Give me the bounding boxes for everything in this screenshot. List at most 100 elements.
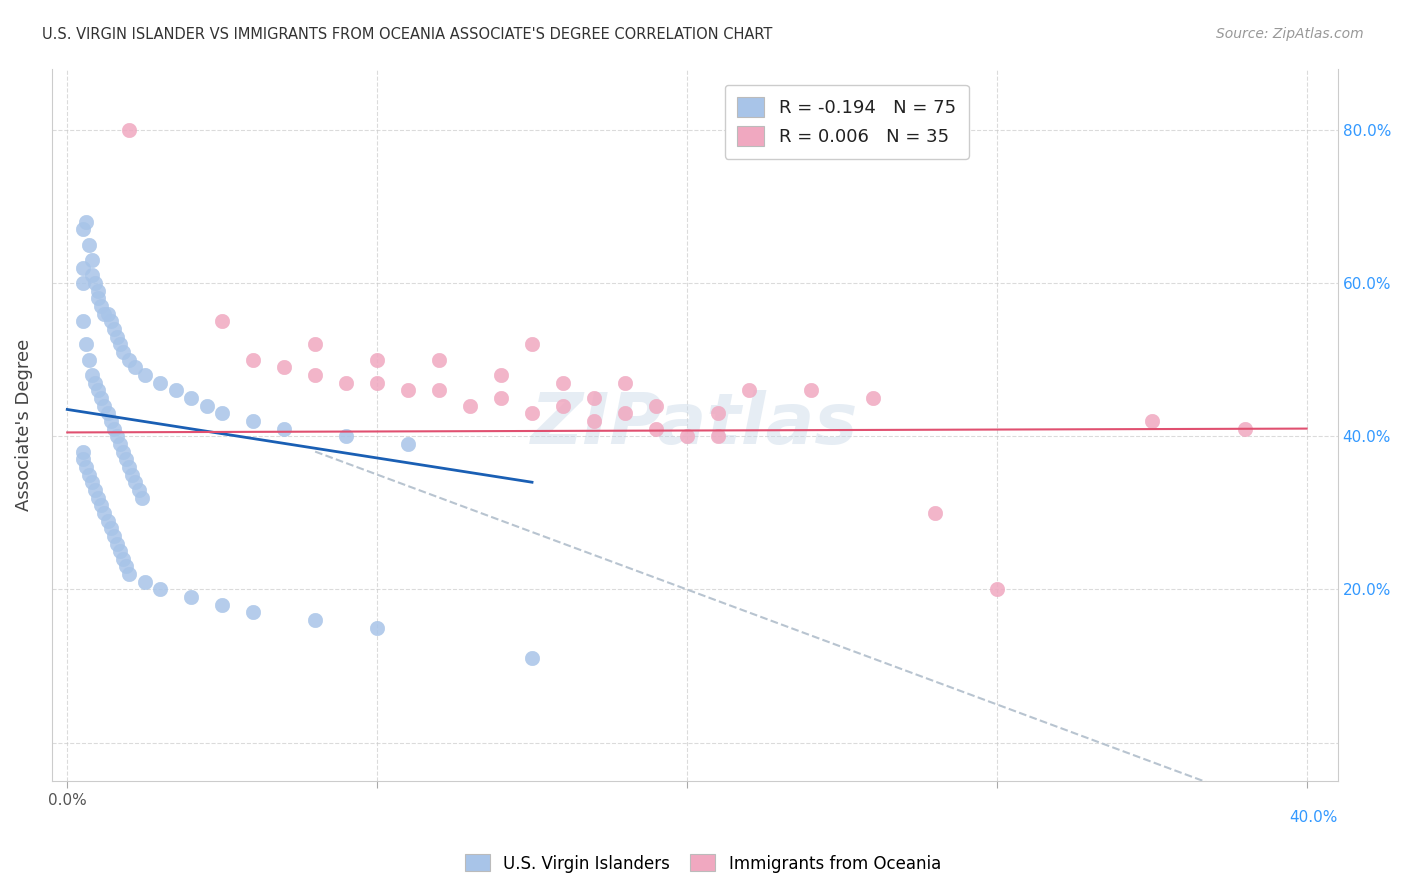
Point <box>551 399 574 413</box>
Point <box>103 421 125 435</box>
Point <box>103 529 125 543</box>
Point <box>335 429 357 443</box>
Text: 40.0%: 40.0% <box>1289 810 1337 824</box>
Point <box>72 276 94 290</box>
Point <box>165 384 187 398</box>
Point <box>582 414 605 428</box>
Point <box>211 598 233 612</box>
Point <box>489 368 512 382</box>
Point <box>614 406 637 420</box>
Point <box>124 475 146 490</box>
Point <box>1233 421 1256 435</box>
Point <box>273 421 295 435</box>
Point <box>118 459 141 474</box>
Point <box>80 253 103 268</box>
Point <box>103 322 125 336</box>
Point <box>111 444 134 458</box>
Legend: R = -0.194   N = 75, R = 0.006   N = 35: R = -0.194 N = 75, R = 0.006 N = 35 <box>724 85 969 159</box>
Point <box>242 606 264 620</box>
Point <box>87 291 110 305</box>
Point <box>489 391 512 405</box>
Point <box>87 284 110 298</box>
Point <box>111 345 134 359</box>
Point <box>707 429 730 443</box>
Point <box>242 414 264 428</box>
Point <box>105 329 128 343</box>
Point <box>80 475 103 490</box>
Point <box>738 384 761 398</box>
Point <box>551 376 574 390</box>
Point <box>96 307 118 321</box>
Point <box>427 384 450 398</box>
Point <box>100 414 122 428</box>
Point <box>707 406 730 420</box>
Point <box>131 491 153 505</box>
Point <box>93 307 115 321</box>
Point <box>304 337 326 351</box>
Point <box>118 352 141 367</box>
Point <box>396 437 419 451</box>
Point <box>75 215 97 229</box>
Point <box>118 567 141 582</box>
Point <box>366 352 388 367</box>
Point <box>124 360 146 375</box>
Point <box>87 384 110 398</box>
Point <box>1140 414 1163 428</box>
Point <box>520 337 543 351</box>
Legend: U.S. Virgin Islanders, Immigrants from Oceania: U.S. Virgin Islanders, Immigrants from O… <box>458 847 948 880</box>
Point <box>84 276 107 290</box>
Point <box>80 268 103 283</box>
Point <box>924 506 946 520</box>
Point <box>128 483 150 497</box>
Point <box>87 491 110 505</box>
Y-axis label: Associate's Degree: Associate's Degree <box>15 339 32 511</box>
Point <box>72 260 94 275</box>
Point <box>335 376 357 390</box>
Point <box>72 452 94 467</box>
Point <box>96 406 118 420</box>
Point <box>986 582 1008 597</box>
Point <box>90 498 112 512</box>
Text: ZIPatlas: ZIPatlas <box>531 391 859 459</box>
Point <box>72 314 94 328</box>
Point <box>273 360 295 375</box>
Point <box>80 368 103 382</box>
Point <box>121 467 143 482</box>
Point <box>134 574 156 589</box>
Point <box>149 582 172 597</box>
Point <box>77 467 100 482</box>
Point <box>366 376 388 390</box>
Point <box>645 421 668 435</box>
Point <box>75 459 97 474</box>
Point <box>93 506 115 520</box>
Point <box>242 352 264 367</box>
Point <box>105 536 128 550</box>
Point <box>180 590 202 604</box>
Point <box>396 384 419 398</box>
Point <box>134 368 156 382</box>
Point <box>93 399 115 413</box>
Point <box>304 368 326 382</box>
Point <box>304 613 326 627</box>
Point <box>75 337 97 351</box>
Point <box>105 429 128 443</box>
Point <box>115 559 138 574</box>
Point <box>862 391 884 405</box>
Point <box>100 314 122 328</box>
Point <box>520 406 543 420</box>
Point <box>108 544 131 558</box>
Point <box>111 551 134 566</box>
Point <box>108 437 131 451</box>
Point <box>520 651 543 665</box>
Point <box>211 314 233 328</box>
Point <box>84 376 107 390</box>
Point <box>211 406 233 420</box>
Point <box>96 514 118 528</box>
Point <box>72 444 94 458</box>
Point <box>676 429 699 443</box>
Point <box>149 376 172 390</box>
Text: Source: ZipAtlas.com: Source: ZipAtlas.com <box>1216 27 1364 41</box>
Point <box>115 452 138 467</box>
Point <box>72 222 94 236</box>
Point <box>582 391 605 405</box>
